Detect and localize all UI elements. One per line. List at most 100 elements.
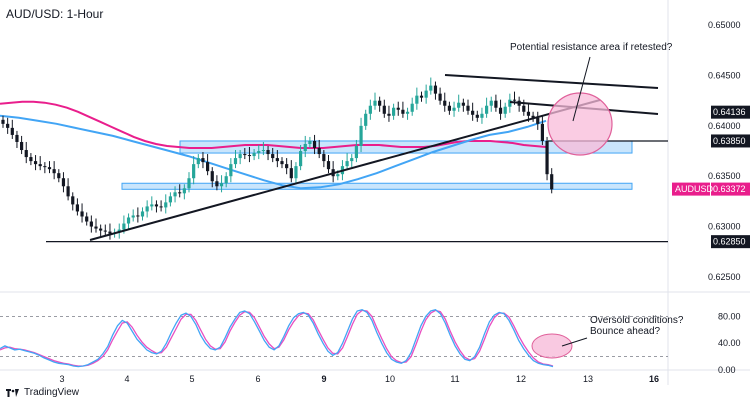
- candle-body: [192, 164, 196, 179]
- candle-body: [275, 158, 279, 162]
- candle-body: [24, 150, 28, 158]
- candle-body: [485, 105, 489, 114]
- candle-body: [1, 119, 5, 124]
- candle-body: [150, 204, 154, 207]
- candle-body: [443, 100, 447, 106]
- candle-body: [447, 105, 451, 111]
- candle-body: [210, 171, 214, 182]
- price-marker-box: [711, 134, 750, 148]
- candle-body: [238, 154, 242, 159]
- candle-body: [498, 107, 503, 114]
- price-marker-label: 0.62850: [713, 237, 746, 247]
- candle-body: [178, 192, 182, 194]
- candle-body: [480, 113, 484, 118]
- oversold-annotation: Bounce ahead?: [590, 326, 661, 337]
- candle-body: [266, 150, 270, 155]
- candle-body: [131, 215, 135, 218]
- candle-body: [512, 99, 517, 101]
- candle-body: [164, 202, 168, 208]
- price-tick-label: 0.63000: [708, 222, 741, 232]
- symbol-label-box: [672, 182, 710, 196]
- candle-body: [322, 154, 326, 162]
- candle-body: [303, 143, 307, 152]
- price-marker-label: 0.63372: [713, 184, 746, 194]
- oversold-annotation: Oversold conditions?: [590, 315, 684, 326]
- candle-body: [145, 206, 149, 212]
- stoch-tick-label: 80.00: [718, 311, 741, 321]
- price-tick-label: 0.64500: [708, 71, 741, 81]
- candle-body: [489, 100, 493, 106]
- price-tick-label: 0.62500: [708, 272, 741, 282]
- candle-body: [89, 221, 93, 227]
- candle-body: [61, 178, 66, 187]
- candle-body: [299, 151, 303, 167]
- candle-body: [257, 151, 261, 154]
- stoch-tick-label: 0.00: [718, 365, 736, 375]
- price-marker-label: 0.63850: [713, 136, 746, 146]
- candle-body: [317, 148, 321, 155]
- candle-body: [29, 157, 33, 162]
- oversold-ellipse: [531, 333, 573, 359]
- candle-body: [75, 204, 79, 212]
- candle-body: [378, 100, 382, 106]
- annotation-arrow-osc: [561, 337, 588, 347]
- candle-body: [20, 141, 24, 151]
- candle-body: [550, 174, 554, 190]
- candle-body: [71, 196, 75, 205]
- ma-pink-line: [0, 100, 547, 149]
- candle-body: [336, 174, 340, 177]
- time-tick-label: 4: [124, 374, 129, 384]
- candle-body: [108, 231, 112, 234]
- candle-body: [280, 161, 284, 165]
- candle-body: [405, 111, 410, 114]
- candle-body: [33, 161, 38, 165]
- candle-body: [187, 178, 191, 189]
- stoch-tick-label: 40.00: [718, 338, 741, 348]
- candle-body: [345, 161, 349, 167]
- candle-body: [475, 114, 479, 118]
- candle-body: [350, 158, 354, 162]
- candle-body: [154, 204, 159, 207]
- candle-body: [94, 226, 98, 229]
- candle-body: [354, 146, 358, 159]
- candle-body: [494, 100, 498, 108]
- price-tick-label: 0.63500: [708, 171, 741, 181]
- candle-body: [85, 216, 89, 222]
- candle-body: [359, 125, 363, 146]
- candle-body: [429, 85, 433, 91]
- candle-body: [545, 140, 549, 175]
- candle-body: [206, 162, 210, 172]
- candle-body: [66, 186, 70, 197]
- symbol-label: AUDUSD: [675, 184, 714, 194]
- candle-body: [224, 176, 228, 184]
- candle-body: [229, 164, 233, 177]
- candle-body: [159, 206, 163, 208]
- candle-body: [6, 123, 10, 128]
- candle-body: [122, 223, 126, 230]
- candle-body: [219, 183, 224, 187]
- candle-body: [364, 113, 368, 126]
- candle-body: [182, 188, 186, 194]
- candle-body: [410, 103, 414, 112]
- price-marker-box: [711, 105, 750, 119]
- candle-body: [531, 115, 535, 118]
- candle-body: [103, 230, 107, 232]
- price-marker-box: [711, 235, 750, 249]
- candle-body: [503, 106, 507, 114]
- candle-body: [452, 107, 456, 111]
- candle-body: [136, 215, 140, 217]
- candle-body: [126, 217, 131, 224]
- candle-body: [419, 95, 424, 98]
- candle-body: [522, 105, 526, 112]
- candle-body: [285, 164, 289, 169]
- candle-body: [415, 95, 419, 104]
- candle-body: [326, 161, 331, 170]
- candle-body: [215, 181, 219, 187]
- candle-body: [57, 173, 61, 179]
- candle-body: [438, 93, 442, 101]
- stoch-k-line: [0, 308, 554, 368]
- time-tick-label: 11: [450, 374, 459, 384]
- candle-body: [80, 211, 84, 217]
- ma-blue-line: [0, 114, 547, 190]
